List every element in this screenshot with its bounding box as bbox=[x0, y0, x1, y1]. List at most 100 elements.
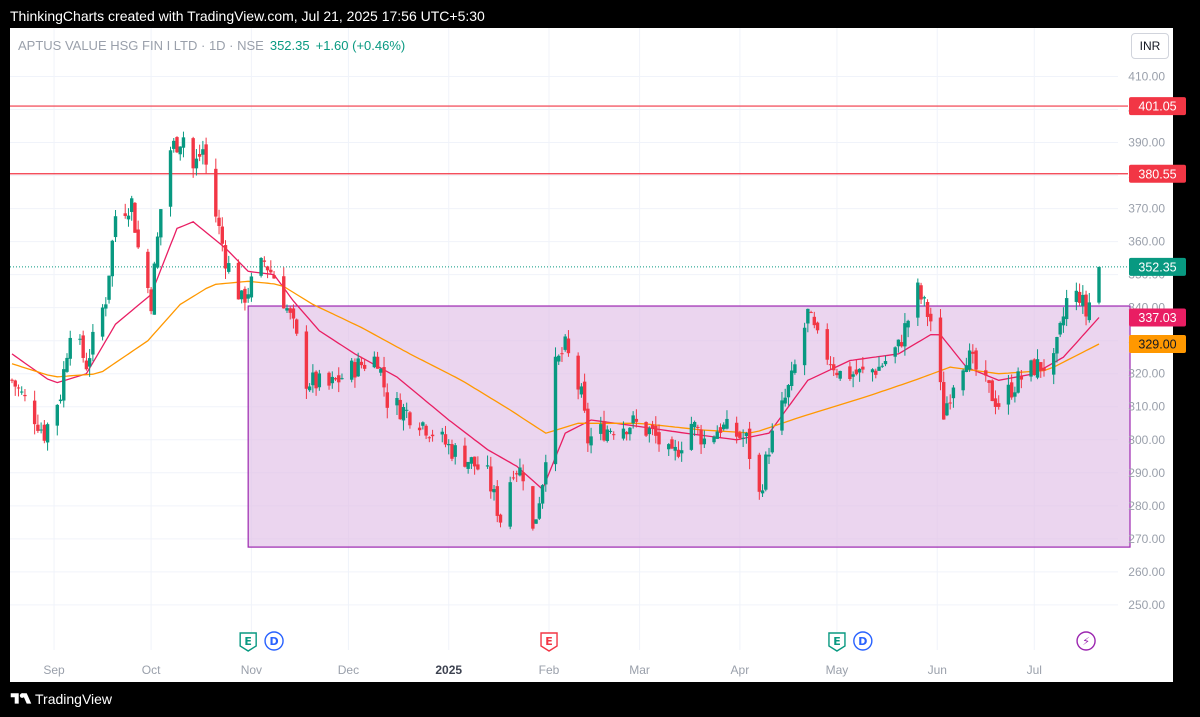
candle bbox=[311, 364, 315, 393]
candle bbox=[760, 484, 765, 497]
candle-body bbox=[566, 338, 571, 354]
candle-body bbox=[702, 438, 707, 445]
candle-body bbox=[104, 304, 108, 309]
price-axis-tick: 280.00 bbox=[1128, 499, 1165, 513]
candle bbox=[757, 452, 762, 500]
candle-body bbox=[1087, 302, 1091, 321]
candle bbox=[624, 430, 629, 441]
candle bbox=[359, 356, 364, 369]
candle bbox=[722, 422, 726, 431]
candle-body bbox=[265, 266, 270, 271]
candle-body bbox=[518, 467, 522, 476]
candles[interactable] bbox=[10, 131, 1101, 531]
dividend-marker[interactable]: D bbox=[853, 631, 873, 651]
candle bbox=[553, 347, 558, 472]
earnings-marker[interactable]: E bbox=[239, 632, 257, 652]
candle-body bbox=[13, 380, 17, 387]
candle bbox=[1077, 283, 1082, 306]
candle bbox=[110, 239, 114, 287]
time-axis-tick: May bbox=[826, 663, 849, 677]
candle bbox=[605, 425, 609, 443]
candle bbox=[362, 358, 367, 372]
candle bbox=[485, 455, 490, 469]
candle-body bbox=[738, 432, 742, 439]
candle-body bbox=[903, 323, 907, 347]
dividend-marker[interactable]: D bbox=[264, 631, 284, 651]
candle bbox=[806, 308, 810, 333]
candle bbox=[430, 429, 435, 442]
candle-body bbox=[945, 403, 949, 416]
candle bbox=[1042, 359, 1046, 377]
level-price-tag-bg bbox=[1129, 97, 1186, 116]
candle bbox=[993, 390, 998, 415]
currency-button[interactable]: INR bbox=[1131, 33, 1169, 59]
symbol-legend[interactable]: APTUS VALUE HSG FIN I LTD · 1D · NSE 352.… bbox=[18, 38, 405, 53]
candle-body bbox=[39, 429, 43, 431]
candle-body bbox=[650, 424, 655, 429]
candle bbox=[621, 421, 626, 441]
candle-body bbox=[337, 375, 341, 383]
candle-body bbox=[576, 355, 580, 390]
time-axis-tick: Nov bbox=[241, 663, 262, 677]
candle-body bbox=[340, 378, 344, 380]
candle bbox=[848, 361, 852, 381]
candle-body bbox=[667, 444, 671, 450]
candle-body bbox=[220, 226, 224, 244]
candle bbox=[39, 422, 43, 434]
candle-body bbox=[689, 423, 694, 450]
candle bbox=[718, 423, 723, 438]
time-axis-tick: Jun bbox=[928, 663, 947, 677]
candle-body bbox=[734, 422, 739, 437]
candle bbox=[563, 334, 567, 352]
candle-body bbox=[628, 427, 632, 435]
candle-body bbox=[612, 434, 616, 436]
candle bbox=[1058, 321, 1062, 338]
candle-body bbox=[725, 418, 729, 429]
price-axis-tick: 410.00 bbox=[1128, 70, 1165, 84]
candle bbox=[544, 454, 548, 492]
earnings-icon bbox=[540, 632, 558, 652]
candle-body bbox=[1081, 294, 1085, 306]
candle bbox=[20, 386, 24, 395]
candle bbox=[780, 391, 784, 436]
candle bbox=[802, 322, 807, 376]
price-axis-tick: 290.00 bbox=[1128, 466, 1165, 480]
candle-body bbox=[45, 424, 50, 443]
price-axis-tick: 300.00 bbox=[1128, 433, 1165, 447]
earnings-marker[interactable]: E bbox=[540, 632, 558, 652]
candle-body bbox=[537, 503, 542, 519]
candle-body bbox=[802, 327, 807, 366]
dividend-label: D bbox=[269, 635, 278, 648]
candle bbox=[288, 305, 292, 320]
candle bbox=[424, 424, 428, 440]
candle bbox=[395, 392, 399, 416]
candle-body bbox=[113, 216, 118, 238]
candle bbox=[466, 461, 470, 474]
candle-body bbox=[81, 335, 85, 358]
candle-body bbox=[925, 301, 930, 317]
tradingview-brand[interactable]: TradingView bbox=[35, 691, 113, 707]
candle-body bbox=[557, 355, 561, 362]
candle bbox=[440, 427, 444, 443]
candle bbox=[1074, 282, 1079, 311]
ema-fast-tag: 337.03 bbox=[1129, 308, 1186, 327]
candle-body bbox=[1009, 382, 1014, 398]
candle bbox=[476, 456, 480, 471]
tradingview-logo-icon[interactable] bbox=[10, 691, 32, 707]
price-axis-tick: 250.00 bbox=[1128, 598, 1165, 612]
candle bbox=[126, 208, 131, 227]
event-markers[interactable]: E D E E D ⚡ bbox=[239, 631, 1096, 652]
split-marker[interactable]: ⚡ bbox=[1076, 631, 1096, 651]
candle-body bbox=[78, 338, 82, 340]
candle-body bbox=[146, 251, 150, 288]
candle bbox=[540, 484, 545, 509]
candle-body bbox=[553, 356, 558, 465]
candle bbox=[654, 416, 658, 444]
earnings-marker[interactable]: E bbox=[828, 632, 846, 652]
candle bbox=[744, 431, 749, 444]
candle-body bbox=[349, 360, 354, 380]
candle-body bbox=[544, 462, 548, 485]
price-axis-tick: 390.00 bbox=[1128, 136, 1165, 150]
candle-body bbox=[679, 450, 684, 454]
